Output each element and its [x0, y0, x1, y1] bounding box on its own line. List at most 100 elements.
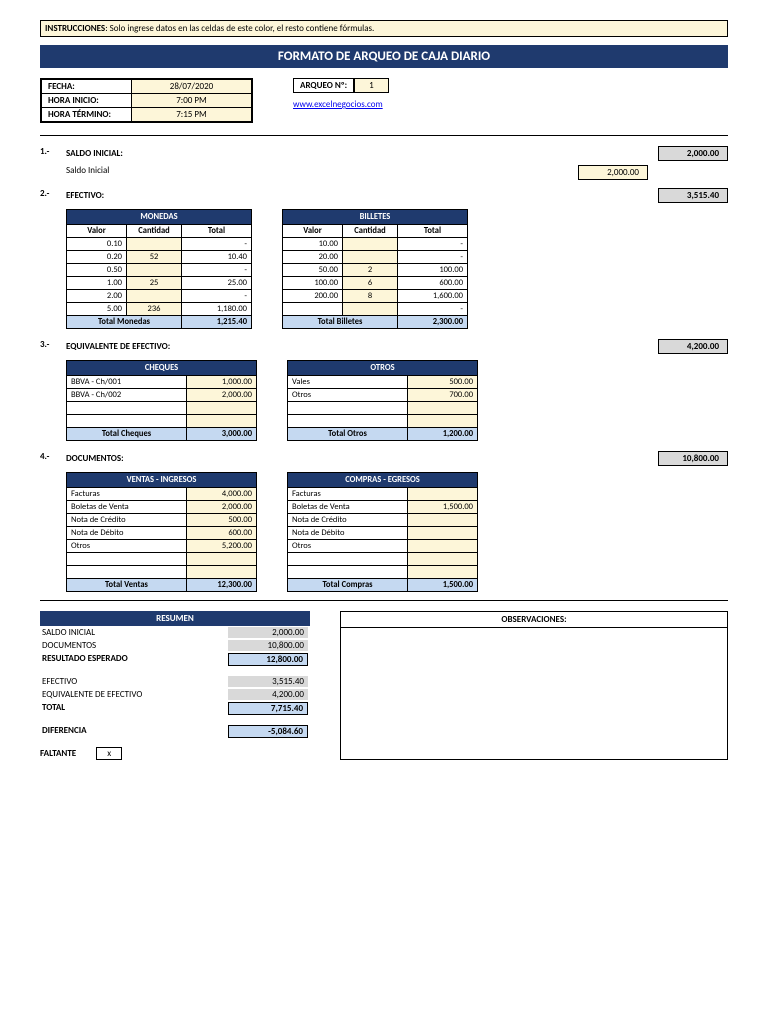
table-row: 100.00 [283, 277, 343, 290]
table-row: - [182, 238, 252, 251]
table-row: 0.50 [67, 264, 127, 277]
table-row: Nota de Débito [288, 527, 408, 540]
table-row[interactable]: 1,000.00 [187, 376, 257, 389]
table-row: Facturas [67, 488, 187, 501]
instructions-banner: INSTRUCCIONES: Solo ingrese datos en las… [40, 20, 728, 37]
table-row[interactable] [343, 238, 398, 251]
observaciones-header: OBSERVACIONES: [341, 612, 727, 628]
sec1-total: 2,000.00 [658, 146, 728, 161]
page-title: FORMATO DE ARQUEO DE CAJA DIARIO [40, 45, 728, 68]
observaciones-box[interactable]: OBSERVACIONES: [340, 611, 728, 760]
table-row[interactable]: 6 [343, 277, 398, 290]
table-row[interactable] [127, 264, 182, 277]
termino-value[interactable]: 7:15 PM [132, 108, 252, 122]
table-row: 50.00 [283, 264, 343, 277]
table-row: 1,180.00 [182, 303, 252, 316]
otros-table: OTROS Vales500.00Otros700.00 Total Otros… [287, 360, 478, 441]
resumen-header: RESUMEN [40, 611, 310, 626]
arqueo-label: ARQUEO Nº: [293, 78, 354, 93]
table-row: - [398, 303, 468, 316]
table-row: BBVA - Ch/001 [67, 376, 187, 389]
sec3-title: EQUIVALENTE DE EFECTIVO: [66, 341, 170, 352]
sec1-title: SALDO INICIAL: [66, 148, 123, 159]
instructions-label: INSTRUCCIONES [45, 23, 105, 34]
table-row: Nota de Débito [67, 527, 187, 540]
table-row[interactable]: 52 [127, 251, 182, 264]
table-row: - [398, 238, 468, 251]
table-row[interactable]: 2,000.00 [187, 389, 257, 402]
table-row[interactable]: 2 [343, 264, 398, 277]
table-row[interactable]: 8 [343, 290, 398, 303]
table-row[interactable] [408, 488, 478, 501]
resumen-block: RESUMEN SALDO INICIAL2,000.00 DOCUMENTOS… [40, 611, 310, 760]
table-row[interactable] [343, 251, 398, 264]
table-row [67, 415, 187, 428]
sec2-num: 2.- [40, 188, 66, 329]
arqueo-box: ARQUEO Nº: 1 [293, 78, 389, 93]
table-row[interactable]: 600.00 [187, 527, 257, 540]
sec2-total: 3,515.40 [658, 188, 728, 203]
table-row: Otros [288, 540, 408, 553]
table-row [67, 566, 187, 579]
table-row[interactable]: 4,000.00 [187, 488, 257, 501]
sec3-num: 3.- [40, 339, 66, 441]
table-row: 10.00 [283, 238, 343, 251]
table-row[interactable] [408, 566, 478, 579]
table-row: Boletas de Venta [67, 501, 187, 514]
table-row[interactable]: 25 [127, 277, 182, 290]
table-row [283, 303, 343, 316]
table-row[interactable] [187, 415, 257, 428]
table-row: - [398, 251, 468, 264]
table-row[interactable] [187, 402, 257, 415]
compras-table: COMPRAS - EGRESOS FacturasBoletas de Ven… [287, 472, 478, 592]
faltante-value: x [96, 747, 122, 760]
table-row: 10.40 [182, 251, 252, 264]
table-row[interactable]: 700.00 [408, 389, 478, 402]
table-row: - [182, 290, 252, 303]
website-link[interactable]: www.excelnegocios.com [293, 99, 383, 110]
table-row: 1,600.00 [398, 290, 468, 303]
table-row: 0.10 [67, 238, 127, 251]
table-row[interactable]: 500.00 [187, 514, 257, 527]
table-row[interactable] [343, 303, 398, 316]
table-row [67, 553, 187, 566]
table-row[interactable] [408, 402, 478, 415]
fecha-value[interactable]: 28/07/2020 [132, 80, 252, 94]
table-row[interactable] [408, 514, 478, 527]
ventas-table: VENTAS - INGRESOS Facturas4,000.00Boleta… [66, 472, 257, 592]
table-row: Vales [288, 376, 408, 389]
table-row: 200.00 [283, 290, 343, 303]
table-row: Boletas de Venta [288, 501, 408, 514]
billetes-header: BILLETES [283, 210, 468, 225]
table-row [288, 415, 408, 428]
table-row[interactable] [408, 553, 478, 566]
table-row[interactable]: 236 [127, 303, 182, 316]
saldo-inicial-value[interactable]: 2,000.00 [578, 165, 648, 180]
table-row: BBVA - Ch/002 [67, 389, 187, 402]
table-row[interactable]: 2,000.00 [187, 501, 257, 514]
header-dates: FECHA:28/07/2020 HORA INICIO:7:00 PM HOR… [40, 78, 253, 123]
sec4-title: DOCUMENTOS: [66, 453, 124, 464]
divider [40, 600, 728, 601]
table-row[interactable] [408, 415, 478, 428]
monedas-table: MONEDAS ValorCantidadTotal 0.10-0.205210… [66, 209, 252, 329]
sec3-total: 4,200.00 [658, 339, 728, 354]
table-row[interactable]: 1,500.00 [408, 501, 478, 514]
table-row[interactable] [187, 566, 257, 579]
table-row: 100.00 [398, 264, 468, 277]
table-row[interactable] [408, 540, 478, 553]
table-row [288, 402, 408, 415]
table-row: 5.00 [67, 303, 127, 316]
table-row[interactable] [187, 553, 257, 566]
table-row[interactable]: 5,200.00 [187, 540, 257, 553]
billetes-table: BILLETES ValorCantidadTotal 10.00-20.00-… [282, 209, 468, 329]
table-row[interactable] [127, 290, 182, 303]
table-row: 2.00 [67, 290, 127, 303]
inicio-value[interactable]: 7:00 PM [132, 94, 252, 108]
monedas-header: MONEDAS [67, 210, 252, 225]
sec1-num: 1.- [40, 146, 66, 161]
table-row[interactable] [127, 238, 182, 251]
table-row[interactable]: 500.00 [408, 376, 478, 389]
arqueo-value[interactable]: 1 [354, 78, 389, 93]
table-row[interactable] [408, 527, 478, 540]
